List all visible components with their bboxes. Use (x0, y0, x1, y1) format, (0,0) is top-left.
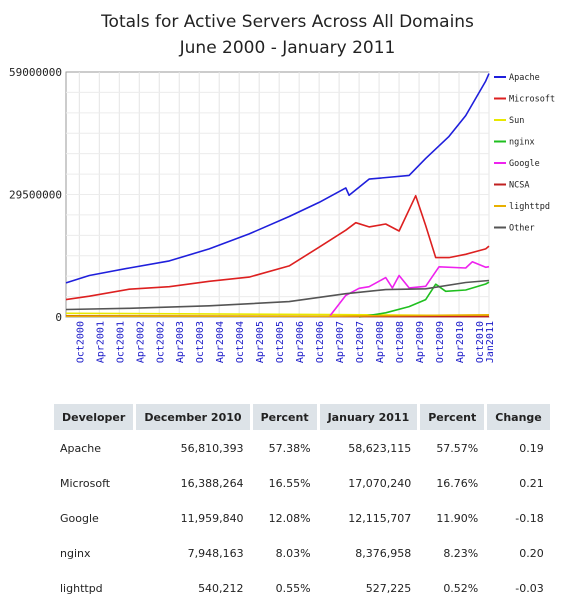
x-tick-label: Apr2007 (335, 321, 346, 363)
cell-change: -0.18 (515, 512, 544, 525)
legend-label-other: Other (509, 224, 535, 234)
developer-stats-table: Developer December 2010 Percent January … (51, 402, 553, 607)
x-tick-label: Oct2001 (115, 321, 126, 363)
cell-jan-percent: 8.23% (443, 547, 479, 560)
y-tick-label: 59000000 (9, 66, 62, 79)
x-tick-label: Oct2007 (355, 321, 366, 363)
y-tick-label: 0 (55, 311, 62, 324)
x-tick-label: Apr2010 (455, 321, 466, 363)
table-header-row: Developer December 2010 Percent January … (54, 404, 550, 430)
x-tick-label: Apr2006 (295, 321, 306, 363)
table-row: Apache 56,810,393 57.38% 58,623,115 57.5… (54, 432, 550, 465)
series-line-google (328, 260, 490, 318)
cell-jan-percent: 11.90% (436, 512, 479, 525)
x-tick-label: Oct2009 (435, 321, 446, 363)
legend-label-apache: Apache (509, 73, 540, 83)
series-line-apache (65, 73, 490, 284)
cell-dec-count: 16,388,264 (180, 477, 244, 490)
cell-dec-percent: 16.55% (268, 477, 311, 490)
cell-change: 0.19 (519, 442, 544, 455)
cell-jan-count: 8,376,958 (355, 547, 412, 560)
cell-dec-percent: 57.38% (268, 442, 311, 455)
cell-change: 0.21 (519, 477, 544, 490)
x-tick-label: Oct2003 (195, 321, 206, 363)
legend-label-sun: Sun (509, 116, 524, 126)
legend-label-nginx: nginx (509, 138, 535, 148)
x-tick-label: Apr2009 (415, 321, 426, 363)
table-row: lighttpd 540,212 0.55% 527,225 0.52% -0.… (54, 572, 550, 605)
x-tick-label: Oct2006 (315, 321, 326, 363)
x-tick-label: Oct2010 (475, 321, 486, 363)
chart-title: Totals for Active Servers Across All Dom… (101, 12, 474, 32)
cell-dec-count: 540,212 (198, 582, 244, 595)
legend-label-google: Google (509, 159, 540, 169)
cell-dec-percent: 0.55% (275, 582, 311, 595)
x-tick-label: Oct2008 (395, 321, 406, 363)
x-tick-label: Oct2002 (155, 321, 166, 363)
column-header-change: Change (487, 404, 550, 430)
cell-change: -0.03 (515, 582, 544, 595)
x-tick-label: Jan2011 (485, 321, 496, 363)
x-tick-label: Apr2008 (375, 321, 386, 363)
series-line-microsoft (65, 194, 490, 301)
cell-developer: Apache (60, 442, 102, 455)
legend-label-microsoft: Microsoft (509, 95, 555, 105)
x-tick-label: Oct2000 (75, 321, 86, 363)
cell-dec-count: 11,959,840 (180, 512, 244, 525)
chart-area: Totals for Active Servers Across All Dom… (9, 12, 555, 363)
cell-dec-count: 7,948,163 (187, 547, 244, 560)
cell-developer: nginx (60, 547, 91, 560)
series-line-other (65, 279, 490, 311)
cell-jan-count: 58,623,115 (348, 442, 412, 455)
x-tick-label: Apr2001 (95, 321, 106, 363)
table-row: Microsoft 16,388,264 16.55% 17,070,240 1… (54, 467, 550, 500)
cell-jan-count: 527,225 (365, 582, 412, 595)
x-tick-label: Oct2005 (275, 321, 286, 363)
legend-label-ncsa: NCSA (509, 181, 529, 191)
cell-jan-count: 17,070,240 (348, 477, 412, 490)
cell-jan-percent: 16.76% (436, 477, 479, 490)
x-tick-label: Oct2004 (235, 321, 246, 363)
x-tick-label: Apr2005 (255, 321, 266, 363)
column-header-percent-jan: Percent (420, 404, 485, 430)
cell-jan-percent: 57.57% (436, 442, 479, 455)
column-header-december-2010: December 2010 (136, 404, 250, 430)
cell-jan-percent: 0.52% (443, 582, 479, 595)
cell-dec-percent: 12.08% (268, 512, 311, 525)
cell-dec-percent: 8.03% (275, 547, 311, 560)
y-tick-label: 29500000 (9, 189, 62, 202)
cell-developer: Microsoft (60, 477, 111, 490)
column-header-january-2011: January 2011 (319, 404, 418, 430)
cell-change: 0.20 (519, 547, 544, 560)
table-row: nginx 7,948,163 8.03% 8,376,958 8.23% 0.… (54, 537, 550, 570)
table-row: Google 11,959,840 12.08% 12,115,707 11.9… (54, 502, 550, 535)
x-tick-label: Apr2003 (175, 321, 186, 363)
column-header-percent-dec: Percent (252, 404, 317, 430)
line-chart: 0 29500000 59000000 Oct2000 Apr2001 Oct2001 Ap… (9, 66, 555, 363)
legend-label-lighttpd: lighttpd (509, 202, 550, 212)
cell-developer: lighttpd (60, 582, 103, 595)
x-tick-label: Apr2002 (135, 321, 146, 363)
cell-dec-count: 56,810,393 (180, 442, 244, 455)
column-header-developer: Developer (54, 404, 134, 430)
cell-developer: Google (60, 512, 99, 525)
cell-jan-count: 12,115,707 (348, 512, 412, 525)
series-line-lighttpd (66, 314, 490, 318)
x-tick-label: Apr2004 (215, 321, 226, 363)
chart-subtitle: June 2000 - January 2011 (179, 38, 396, 58)
series-line-nginx (358, 281, 490, 318)
